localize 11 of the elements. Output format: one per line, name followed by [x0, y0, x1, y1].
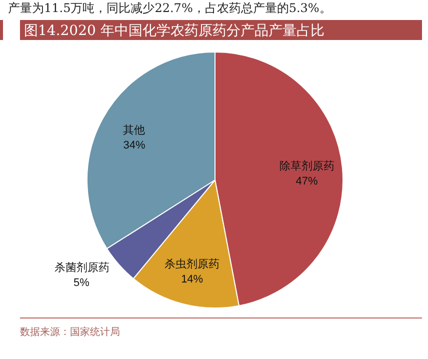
- data-label: 14%: [181, 273, 204, 286]
- slice-label: 杀虫剂原药: [164, 257, 220, 270]
- chart-title: 图14.2020 年中国化学农药原药分产品产量占比: [24, 23, 324, 39]
- text: 产量为11.5万吨，同比减少22.7%，占农药总产量的5.3%。: [8, 1, 332, 15]
- source-note: 数据来源：国家统计局: [20, 326, 120, 338]
- data-label: 34%: [123, 140, 146, 152]
- slice-label: 除草剂原药: [279, 159, 334, 172]
- data-label: 47%: [296, 175, 318, 188]
- slice-label: 杀菌剂原药: [54, 261, 110, 274]
- data-label: 5%: [73, 277, 90, 290]
- slice-label: 其他: [123, 124, 146, 137]
